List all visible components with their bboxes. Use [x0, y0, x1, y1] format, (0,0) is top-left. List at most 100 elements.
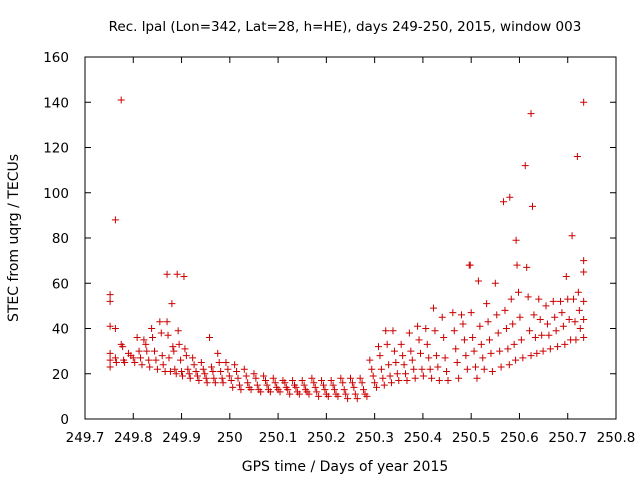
data-point [519, 354, 527, 362]
data-point [224, 365, 232, 373]
data-point [157, 329, 165, 337]
data-point [576, 325, 584, 332]
data-point [431, 327, 439, 335]
data-point [169, 343, 177, 351]
data-point [486, 336, 494, 344]
data-points [106, 96, 588, 403]
data-point [568, 232, 576, 240]
data-point [163, 270, 171, 278]
data-point [542, 302, 550, 310]
x-tick-label: 250.3 [355, 430, 394, 446]
data-point [166, 367, 174, 375]
data-point [211, 379, 219, 387]
data-point [186, 374, 194, 382]
data-point [392, 358, 400, 366]
x-tick-label: 250 [217, 430, 243, 446]
data-point [494, 329, 502, 337]
data-point [488, 367, 496, 375]
data-point [453, 358, 461, 366]
data-point [458, 311, 466, 319]
data-point [539, 347, 547, 355]
data-point [329, 381, 337, 389]
data-point [106, 356, 114, 364]
data-point [430, 304, 438, 312]
data-point [111, 216, 119, 224]
data-point [308, 374, 316, 382]
data-point [159, 361, 167, 369]
data-point [175, 340, 183, 348]
data-point [171, 365, 179, 373]
data-point [521, 162, 529, 170]
data-point [527, 110, 535, 118]
data-point [131, 358, 139, 366]
data-point [289, 377, 297, 385]
data-point [163, 318, 171, 326]
data-point [106, 291, 114, 299]
data-point [423, 340, 431, 348]
data-point [374, 343, 382, 351]
data-point [474, 277, 482, 285]
data-point [527, 352, 535, 360]
data-point [414, 322, 422, 330]
data-point [111, 354, 119, 362]
data-point [435, 377, 443, 385]
data-point [419, 372, 427, 380]
data-point [551, 313, 559, 321]
data-point [558, 309, 566, 317]
data-point [466, 261, 474, 269]
data-point [189, 354, 197, 362]
data-point [193, 372, 201, 380]
data-point [313, 388, 321, 396]
data-point [242, 372, 250, 380]
data-point [192, 367, 200, 375]
data-point [319, 381, 327, 389]
data-point [403, 377, 411, 385]
data-point [215, 358, 223, 366]
data-point [203, 379, 211, 387]
data-point [334, 392, 342, 400]
data-point [247, 386, 255, 394]
data-point [209, 367, 217, 375]
data-point [173, 270, 181, 278]
data-point [240, 365, 248, 373]
data-point [524, 293, 532, 301]
data-point [400, 361, 408, 369]
data-point [385, 361, 393, 369]
y-tick-label: 160 [43, 50, 69, 66]
data-point [315, 392, 323, 400]
data-point [452, 345, 460, 353]
data-point [201, 370, 209, 378]
data-point [476, 322, 484, 330]
x-tick-label: 250.8 [597, 430, 636, 446]
data-point [479, 354, 487, 362]
data-point [281, 379, 289, 387]
data-point [356, 374, 364, 382]
data-point [327, 377, 335, 385]
x-axis-label: GPS time / Days of year 2015 [242, 459, 449, 475]
data-point [516, 313, 524, 321]
data-point [145, 356, 153, 364]
data-point [386, 372, 394, 380]
data-point [393, 370, 401, 378]
data-point [533, 349, 541, 357]
data-point [133, 334, 141, 342]
data-point [351, 390, 359, 398]
data-point [477, 340, 485, 348]
data-point [572, 336, 580, 344]
data-point [164, 331, 172, 339]
data-point [149, 334, 157, 342]
data-point [434, 363, 442, 371]
data-point [181, 345, 189, 353]
data-point [174, 327, 182, 335]
data-point [295, 390, 303, 398]
data-point [340, 386, 348, 394]
data-point [380, 381, 388, 389]
data-point [580, 98, 588, 106]
data-point [339, 379, 347, 387]
data-point [497, 363, 505, 371]
data-point [402, 370, 410, 378]
data-point [580, 334, 588, 342]
data-point [517, 336, 525, 344]
data-point [158, 352, 166, 360]
data-point [305, 390, 313, 398]
